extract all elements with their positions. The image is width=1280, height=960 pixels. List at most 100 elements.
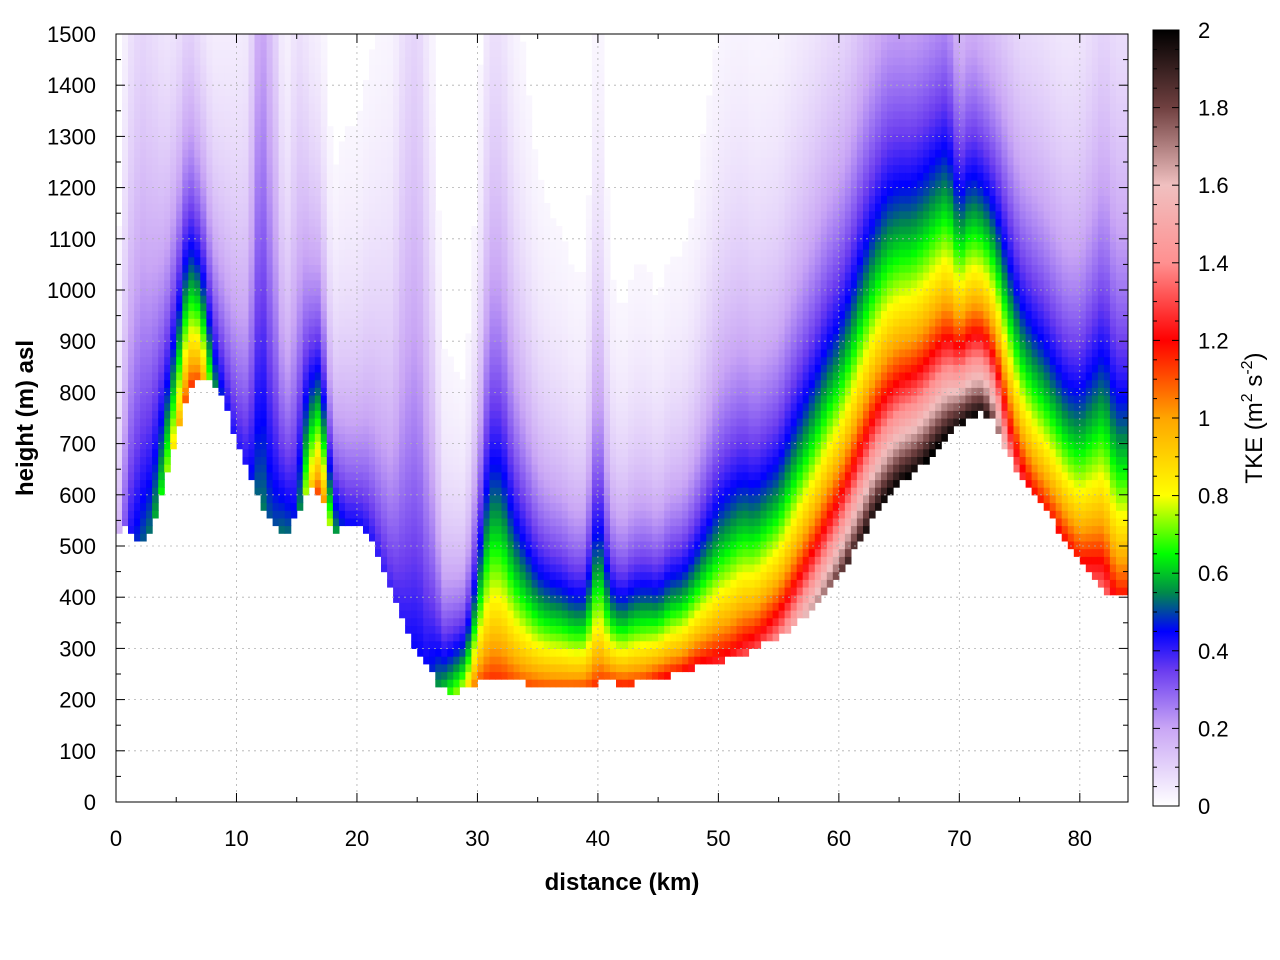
tke-cell: [549, 502, 557, 511]
tke-cell: [501, 510, 509, 519]
tke-cell: [170, 264, 177, 273]
tke-cell: [128, 133, 135, 143]
tke-cell: [543, 418, 551, 427]
tke-cell: [429, 64, 436, 73]
tke-cell: [278, 348, 286, 358]
tke-cell: [314, 187, 322, 196]
tke-cell: [525, 187, 533, 196]
tke-cell: [122, 356, 129, 365]
tke-cell: [555, 487, 563, 496]
tke-cell: [459, 379, 466, 388]
tke-cell: [146, 272, 153, 281]
tke-cell: [405, 410, 412, 419]
tke-cell: [158, 249, 165, 258]
tke-cell: [369, 95, 376, 104]
tke-cell: [417, 318, 424, 327]
tke-cell: [597, 548, 605, 557]
tke-cell: [417, 433, 424, 442]
tke-cell: [387, 471, 394, 481]
tke-cell: [308, 187, 316, 196]
tke-cell: [122, 387, 129, 396]
tke-cell: [513, 272, 521, 281]
tke-cell: [417, 587, 424, 596]
tke-cell: [453, 556, 460, 565]
tke-cell: [357, 471, 364, 481]
tke-cell: [128, 502, 135, 511]
tke-cell: [537, 387, 545, 396]
tke-cell: [423, 156, 430, 166]
tke-cell: [363, 241, 370, 250]
tke-cell: [591, 487, 599, 496]
tke-cell: [495, 487, 503, 496]
tke-cell: [194, 356, 201, 365]
tke-cell: [308, 433, 316, 442]
tke-cell: [140, 510, 147, 519]
tke-cell: [537, 479, 545, 488]
tke-cell: [393, 563, 400, 573]
tke-cell: [501, 456, 509, 465]
tke-cell: [302, 179, 310, 189]
tke-cell: [549, 594, 557, 603]
tke-cell: [417, 571, 424, 580]
tke-cell: [350, 141, 358, 150]
tke-cell: [363, 379, 370, 388]
tke-cell: [387, 494, 394, 504]
tke-cell: [501, 295, 509, 304]
tke-cell: [308, 41, 316, 50]
tke-cell: [465, 625, 472, 634]
tke-cell: [381, 249, 388, 258]
tke-cell: [260, 72, 268, 81]
tke-cell: [242, 141, 250, 150]
tke-cell: [320, 302, 328, 312]
tke-cell: [531, 387, 539, 396]
tke-cell: [555, 318, 563, 327]
tke-cell: [369, 256, 376, 265]
tke-cell: [224, 295, 231, 304]
tke-cell: [591, 441, 599, 450]
tke-cell: [519, 402, 527, 411]
tke-cell: [338, 456, 346, 465]
tke-cell: [495, 302, 503, 312]
tke-cell: [561, 540, 569, 550]
tke-cell: [537, 640, 545, 649]
tke-cell: [495, 571, 503, 580]
tke-cell: [399, 287, 406, 296]
tke-cell: [567, 594, 575, 603]
tke-cell: [206, 233, 213, 242]
tke-cell: [320, 179, 328, 189]
tke-cell: [399, 548, 406, 557]
tke-cell: [158, 287, 165, 296]
tke-cell: [591, 387, 599, 396]
tke-cell: [495, 103, 503, 112]
tke-cell: [567, 487, 575, 496]
tke-cell: [176, 395, 183, 404]
tke-cell: [266, 471, 274, 481]
tke-cell: [332, 341, 340, 350]
tke-cell: [200, 195, 207, 204]
tke-cell: [302, 172, 310, 181]
tke-cell: [495, 533, 503, 542]
tke-cell: [320, 49, 328, 58]
tke-cell: [369, 179, 376, 189]
tke-cell: [248, 164, 256, 173]
tke-cell: [357, 210, 364, 219]
tke-cell: [429, 80, 436, 89]
tke-cell: [495, 348, 503, 358]
tke-cell: [423, 341, 430, 350]
tke-cell: [591, 348, 599, 358]
tke-cell: [435, 510, 442, 519]
tke-cell: [272, 87, 280, 97]
tke-cell: [543, 395, 551, 404]
tke-cell: [513, 356, 521, 365]
tke-cell: [308, 387, 316, 396]
tke-cell: [519, 371, 527, 381]
tke-cell: [381, 318, 388, 327]
tke-cell: [236, 379, 244, 388]
tke-cell: [284, 441, 292, 450]
tke-cell: [146, 402, 153, 411]
tke-cell: [338, 241, 346, 250]
tke-cell: [344, 517, 352, 527]
tke-cell: [417, 610, 424, 619]
tke-cell: [423, 464, 430, 473]
tke-cell: [224, 126, 231, 135]
